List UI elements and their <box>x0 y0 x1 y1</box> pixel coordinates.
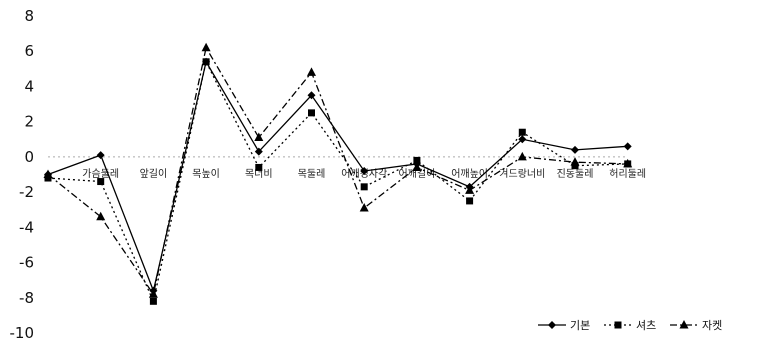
x-category-label: 가슴둘레 <box>82 168 119 180</box>
data-point-diamond <box>360 166 369 175</box>
y-axis-ticks: -10 -8 -6 -4 -2 0 2 4 6 8 <box>10 7 35 342</box>
series-diamond <box>44 57 632 295</box>
series-line <box>47 59 628 304</box>
data-point-square <box>413 156 421 164</box>
y-tick-label: 6 <box>24 42 34 60</box>
series-triangle <box>43 42 633 298</box>
data-point-triangle <box>96 211 106 221</box>
data-point-diamond <box>307 91 316 100</box>
data-point-diamond <box>254 147 263 156</box>
series-line <box>47 60 628 293</box>
data-point-triangle <box>623 158 633 168</box>
data-point-square <box>97 178 105 186</box>
data-point-triangle <box>465 185 475 194</box>
data-point-square <box>202 58 210 66</box>
x-category-label: 목둘레 <box>298 168 326 180</box>
legend-marker-triangle <box>679 320 689 329</box>
data-point-diamond <box>623 142 632 151</box>
y-tick-label: -8 <box>19 289 34 307</box>
data-point-triangle <box>412 162 422 171</box>
data-point-diamond <box>96 151 105 160</box>
y-tick-label: 4 <box>24 77 34 95</box>
x-category-label: 허리둘레 <box>609 168 646 180</box>
legend-label: 셔츠 <box>636 319 656 332</box>
data-point-triangle <box>201 42 211 52</box>
data-point-triangle <box>254 132 264 142</box>
y-tick-label: -4 <box>19 218 34 236</box>
data-point-triangle <box>517 151 527 161</box>
data-point-triangle <box>307 67 316 76</box>
data-point-triangle <box>148 289 158 298</box>
y-tick-label: 8 <box>24 7 34 25</box>
data-point-square <box>518 128 526 136</box>
y-tick-label: -10 <box>10 324 35 342</box>
x-category-label: 어깨높이 <box>451 168 488 180</box>
data-point-triangle <box>359 202 369 212</box>
legend-marker-diamond <box>548 321 556 329</box>
series-line <box>47 45 628 296</box>
legend-marker-square <box>614 321 622 329</box>
data-point-square <box>255 163 263 171</box>
data-point-square <box>149 297 157 305</box>
data-point-square <box>466 197 474 205</box>
data-point-diamond <box>571 145 579 154</box>
data-point-triangle <box>570 157 580 166</box>
series-group <box>43 42 633 305</box>
x-category-label: 겨드랑너비 <box>499 168 545 180</box>
legend-label: 기본 <box>570 319 590 332</box>
legend: 기본 셔츠 자켓 <box>538 319 722 332</box>
x-category-label: 앞길이 <box>140 167 168 180</box>
x-category-label: 진동둘레 <box>557 168 594 180</box>
data-point-square <box>360 183 368 191</box>
y-tick-label: -2 <box>19 183 34 201</box>
y-tick-label: 2 <box>24 113 34 131</box>
x-category-label: 목높이 <box>192 168 220 180</box>
legend-label: 자켓 <box>702 319 722 332</box>
x-category-label: 목너비 <box>245 168 273 180</box>
data-point-square <box>571 162 579 170</box>
y-tick-label: -6 <box>19 254 34 272</box>
y-tick-label: 0 <box>24 148 34 166</box>
data-point-diamond <box>518 135 527 144</box>
x-category-label: 어깨길이 <box>398 167 435 180</box>
data-point-square <box>308 109 315 117</box>
x-axis-category-labels: 가슴둘레앞길이목높이목너비목둘레어깨경사각어깨길이어깨높이겨드랑너비진동둘레허리… <box>82 167 646 180</box>
data-point-square <box>44 174 52 182</box>
data-point-triangle <box>43 169 53 178</box>
series-square <box>44 58 632 305</box>
